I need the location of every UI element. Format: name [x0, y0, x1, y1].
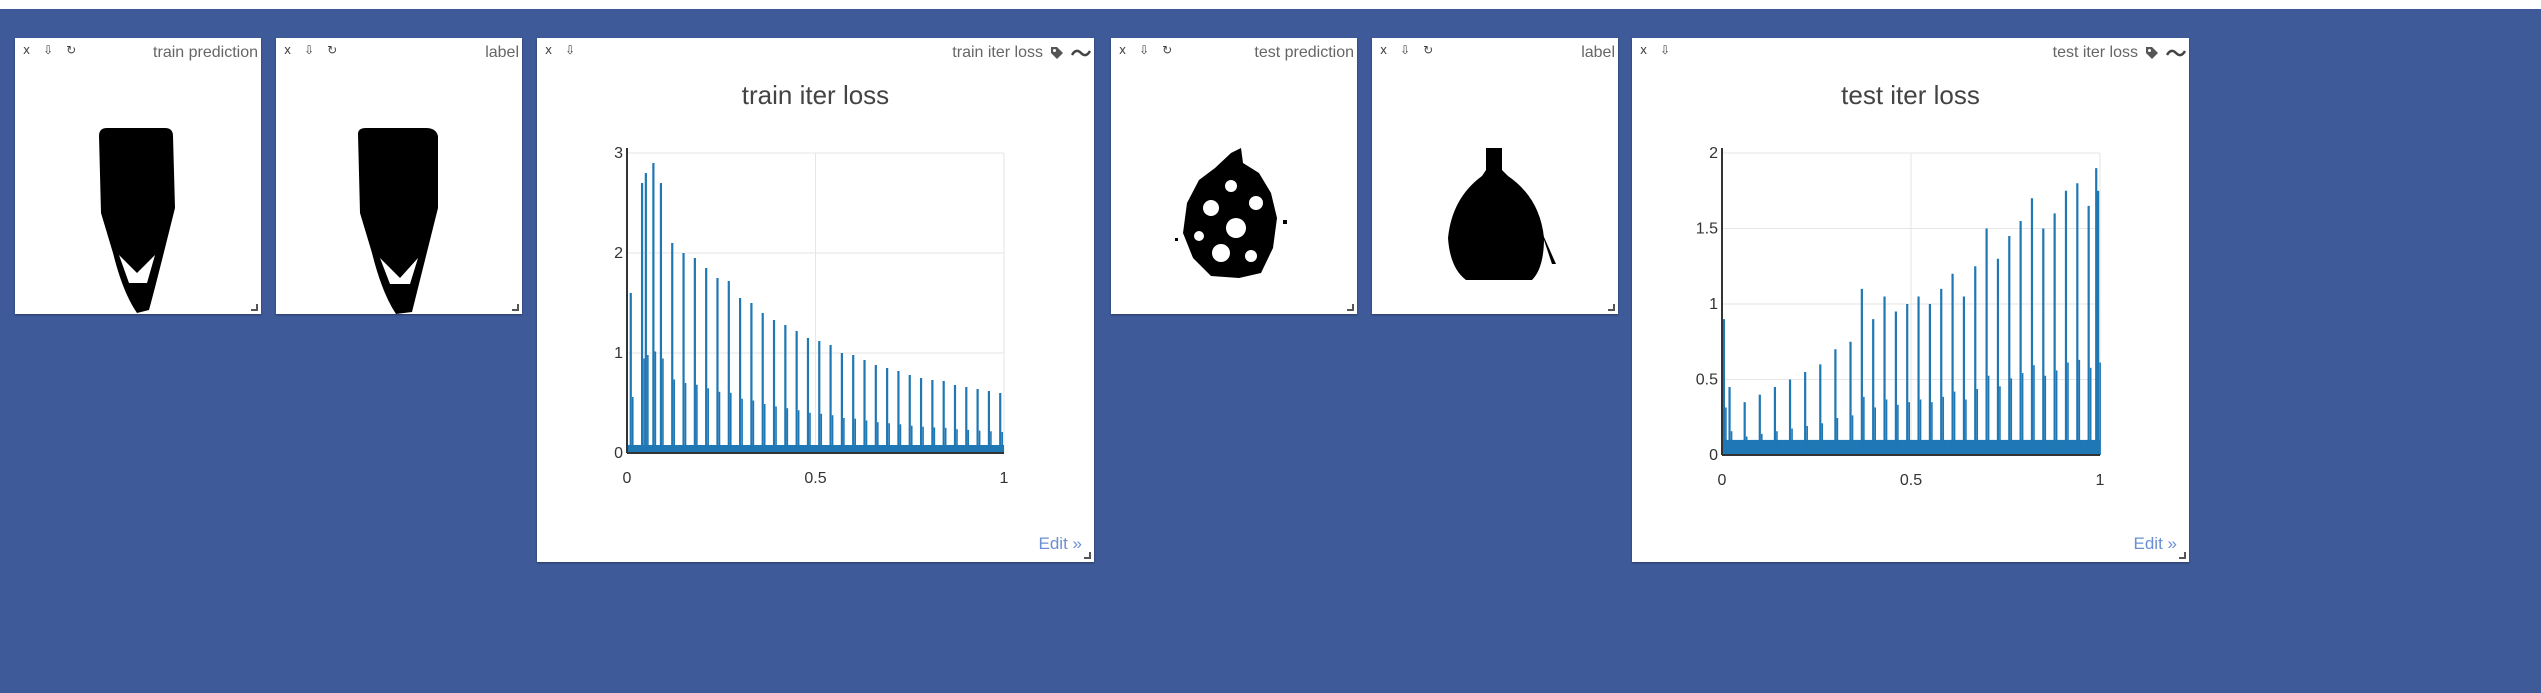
download-icon[interactable]: ⇩	[1139, 43, 1150, 57]
pane-header: x ⇩ train iter loss	[537, 38, 1094, 68]
x-tick-label: 0	[623, 470, 632, 487]
smooth-icon[interactable]	[1071, 47, 1091, 59]
close-icon[interactable]: x	[1380, 43, 1388, 57]
x-tick-label: 1	[2096, 472, 2105, 489]
y-tick-label: 1	[1709, 296, 1718, 313]
y-tick-label: 2	[1709, 145, 1718, 162]
x-tick-label: 0	[1718, 472, 1727, 489]
pane-test-prediction[interactable]: x ⇩ ↻ test prediction	[1111, 38, 1357, 314]
resize-handle[interactable]	[510, 302, 519, 311]
pane-title: test prediction	[1254, 44, 1354, 61]
tag-icon[interactable]	[1050, 46, 1064, 60]
download-icon[interactable]: ⇩	[565, 43, 576, 57]
reset-icon[interactable]: ↻	[1162, 43, 1173, 57]
close-icon[interactable]: x	[1119, 43, 1127, 57]
chart-title: train iter loss	[741, 80, 890, 110]
resize-handle[interactable]	[1606, 302, 1615, 311]
train-loss-chart: 0 1 2 3 0 0.5 1	[614, 145, 1009, 487]
x-tick-label: 0.5	[804, 470, 826, 487]
pane-title: train iter loss	[952, 44, 1043, 61]
resize-handle[interactable]	[249, 302, 258, 311]
pane-header: x ⇩ ↻ test prediction	[1111, 38, 1357, 68]
label-image	[276, 68, 522, 314]
pane-header: x ⇩ ↻ label	[1372, 38, 1618, 68]
pane-header: x ⇩ test iter loss	[1632, 38, 2189, 68]
resize-handle[interactable]	[1082, 550, 1091, 559]
prediction-image	[15, 68, 261, 314]
pane-title: label	[485, 44, 519, 61]
pane-test-label[interactable]: x ⇩ ↻ label	[1372, 38, 1618, 314]
test-loss-chart: 0 0.5 1 1.5 2 0 0.5 1	[1696, 145, 2105, 489]
reset-icon[interactable]: ↻	[327, 43, 338, 57]
reset-icon[interactable]: ↻	[66, 43, 77, 57]
download-icon[interactable]: ⇩	[1400, 43, 1411, 57]
pane-title: test iter loss	[2052, 44, 2138, 61]
download-icon[interactable]: ⇩	[1660, 43, 1671, 57]
chart-title: test iter loss	[1841, 80, 1980, 110]
resize-handle[interactable]	[2177, 550, 2186, 559]
smooth-icon[interactable]	[2166, 47, 2186, 59]
tag-icon[interactable]	[2145, 46, 2159, 60]
pane-title: label	[1581, 44, 1615, 61]
y-tick-label: 3	[614, 145, 623, 162]
pane-train-label[interactable]: x ⇩ ↻ label	[276, 38, 522, 314]
y-tick-label: 1	[614, 345, 623, 362]
close-icon[interactable]: x	[23, 43, 31, 57]
y-tick-label: 0	[614, 445, 623, 462]
y-tick-label: 0.5	[1696, 372, 1718, 389]
pane-test-iter-loss[interactable]: x ⇩ test iter loss test iter loss 0 0.5 1 1…	[1632, 38, 2189, 562]
pane-title: train prediction	[153, 44, 258, 61]
close-icon[interactable]: x	[1640, 43, 1648, 57]
top-bar	[0, 0, 2541, 9]
label-image	[1372, 68, 1618, 314]
edit-link[interactable]: Edit »	[2133, 534, 2177, 553]
y-tick-label: 1.5	[1696, 221, 1718, 238]
prediction-image	[1111, 68, 1357, 314]
close-icon[interactable]: x	[284, 43, 292, 57]
y-tick-label: 2	[614, 245, 623, 262]
pane-header: x ⇩ ↻ train prediction	[15, 38, 261, 68]
reset-icon[interactable]: ↻	[1423, 43, 1434, 57]
x-tick-label: 0.5	[1900, 472, 1922, 489]
pane-train-iter-loss[interactable]: x ⇩ train iter loss train iter loss 0 1 2 3…	[537, 38, 1094, 562]
download-icon[interactable]: ⇩	[304, 43, 315, 57]
series-baseline	[628, 445, 1004, 453]
x-tick-label: 1	[1000, 470, 1009, 487]
edit-link[interactable]: Edit »	[1038, 534, 1082, 553]
pane-header: x ⇩ ↻ label	[276, 38, 522, 68]
resize-handle[interactable]	[1345, 302, 1354, 311]
series-baseline	[1723, 439, 2100, 455]
y-tick-label: 0	[1709, 447, 1718, 464]
pane-train-prediction[interactable]: x ⇩ ↻ train prediction	[15, 38, 261, 314]
download-icon[interactable]: ⇩	[43, 43, 54, 57]
close-icon[interactable]: x	[545, 43, 553, 57]
